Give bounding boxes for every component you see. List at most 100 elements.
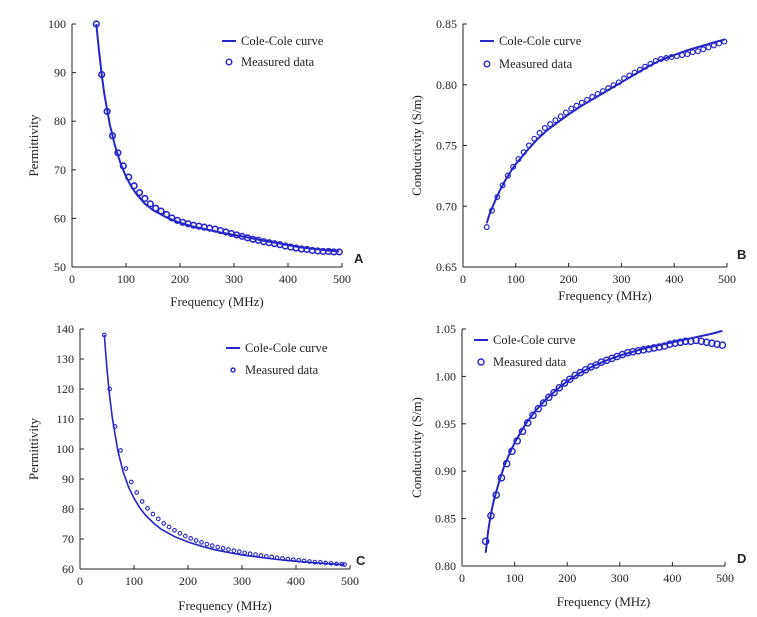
measured-data-point xyxy=(716,40,723,47)
measured-data-point xyxy=(668,54,675,61)
measured-data-point xyxy=(536,129,543,136)
measured-data-point xyxy=(631,69,638,76)
measured-data-point xyxy=(676,338,685,347)
measured-data-point xyxy=(108,132,117,140)
measured-data-point xyxy=(483,224,490,231)
legend-label: Measured data xyxy=(499,57,573,71)
measured-data-point xyxy=(702,338,711,347)
x-tick-label: 300 xyxy=(612,272,630,286)
x-tick-label: 200 xyxy=(558,571,576,585)
measured-data-point xyxy=(692,336,700,345)
measured-data-point xyxy=(636,66,643,73)
measured-data-point xyxy=(615,79,622,86)
legend: Cole-Cole curve Measured data xyxy=(222,34,324,69)
measured-data-point xyxy=(555,383,564,392)
y-axis-label: Conductivity (S/m) xyxy=(409,397,424,498)
measured-data-point xyxy=(312,559,318,565)
measured-data-point xyxy=(710,42,717,49)
measured-data-point xyxy=(584,96,591,103)
measured-data-point xyxy=(150,511,156,517)
x-tick-label: 0 xyxy=(69,272,75,286)
measured-data-point xyxy=(573,102,580,109)
measured-data-point xyxy=(335,248,343,256)
legend-label: Measured data xyxy=(245,363,319,377)
measured-data-point xyxy=(513,437,522,445)
measured-data-point xyxy=(544,393,553,402)
measured-data-point xyxy=(177,530,183,536)
measured-data-point xyxy=(566,375,574,384)
x-tick-label: 500 xyxy=(341,574,359,588)
measured-data-point xyxy=(489,207,496,214)
measured-data-point xyxy=(118,448,123,453)
y-tick-label: 0.70 xyxy=(436,199,457,213)
measured-data-point xyxy=(317,560,323,565)
measured-data-point xyxy=(107,386,113,392)
legend-marker-swatch xyxy=(230,367,236,373)
measured-data-point xyxy=(550,388,558,397)
measured-data-point xyxy=(199,539,204,545)
measured-data-point xyxy=(98,70,106,79)
measured-data-point xyxy=(182,533,188,539)
measured-data-point xyxy=(504,172,511,179)
y-tick-label: 0.85 xyxy=(436,17,457,31)
x-tick-label: 0 xyxy=(460,272,466,286)
y-tick-label: 80 xyxy=(62,502,74,516)
y-tick-label: 110 xyxy=(56,412,74,426)
y-tick-label: 1.00 xyxy=(435,369,456,383)
measured-data-point xyxy=(568,105,575,112)
measured-data-point xyxy=(547,121,554,128)
x-tick-label: 0 xyxy=(77,574,83,588)
measured-data-point xyxy=(130,182,138,190)
measured-data-point xyxy=(552,117,559,124)
measured-data-point xyxy=(502,459,511,468)
measured-data-point xyxy=(146,200,154,208)
chart-panel-d: 0 100 200 300 400 500 0.80 0.85 0.90 0.95 1.00 1.05… xyxy=(409,322,746,609)
y-tick-label: 0.80 xyxy=(436,78,457,92)
measured-data-point xyxy=(515,156,522,163)
x-tick-label: 100 xyxy=(507,272,525,286)
measured-data-point xyxy=(494,194,501,201)
measured-data-point xyxy=(112,424,118,429)
measured-data-point xyxy=(231,548,237,554)
x-axis-label: Frequency (MHz) xyxy=(557,594,651,609)
x-tick-label: 0 xyxy=(459,571,465,585)
measured-data-point xyxy=(539,399,548,407)
y-tick-label: 130 xyxy=(56,352,74,366)
measured-data-point xyxy=(339,561,345,567)
measured-data-point xyxy=(647,60,654,67)
measured-data-point xyxy=(134,490,140,495)
x-axis-label: Frequency (MHz) xyxy=(558,288,652,303)
measured-data-point xyxy=(684,51,691,58)
measured-data-point xyxy=(226,547,231,552)
measured-data-point xyxy=(497,474,506,482)
y-tick-label: 0.65 xyxy=(436,260,457,274)
y-tick-label: 140 xyxy=(56,322,74,336)
measured-data-point xyxy=(161,521,167,526)
x-tick-label: 200 xyxy=(171,272,189,286)
measured-data-point xyxy=(679,52,686,59)
measured-data-point xyxy=(162,210,171,219)
measured-data-point xyxy=(687,337,695,346)
x-tick-label: 400 xyxy=(665,272,683,286)
measured-data-point xyxy=(103,107,111,116)
measured-data-point xyxy=(605,85,612,92)
measured-data-point xyxy=(193,538,199,543)
x-tick-label: 400 xyxy=(287,574,305,588)
y-tick-label: 1.05 xyxy=(435,322,456,336)
measured-data-point xyxy=(328,560,334,566)
x-tick-label: 300 xyxy=(611,571,629,585)
measured-data-point xyxy=(689,49,696,56)
panel-label: A xyxy=(354,251,364,266)
chart-panel-b: 0 100 200 300 400 500 0.65 0.70 0.75 0.80 0.85 Freq… xyxy=(409,17,746,303)
measured-data-point xyxy=(242,550,248,556)
measured-data-point xyxy=(721,38,728,45)
y-tick-label: 90 xyxy=(54,66,66,80)
measured-data-point xyxy=(665,340,674,348)
y-tick-label: 0.75 xyxy=(436,139,457,153)
measured-data-point xyxy=(671,339,679,348)
y-tick-label: 90 xyxy=(62,472,74,486)
measured-data-point xyxy=(663,55,670,62)
measured-data-point xyxy=(655,343,664,351)
measured-data-point xyxy=(562,109,569,116)
measured-data-point xyxy=(123,466,129,471)
